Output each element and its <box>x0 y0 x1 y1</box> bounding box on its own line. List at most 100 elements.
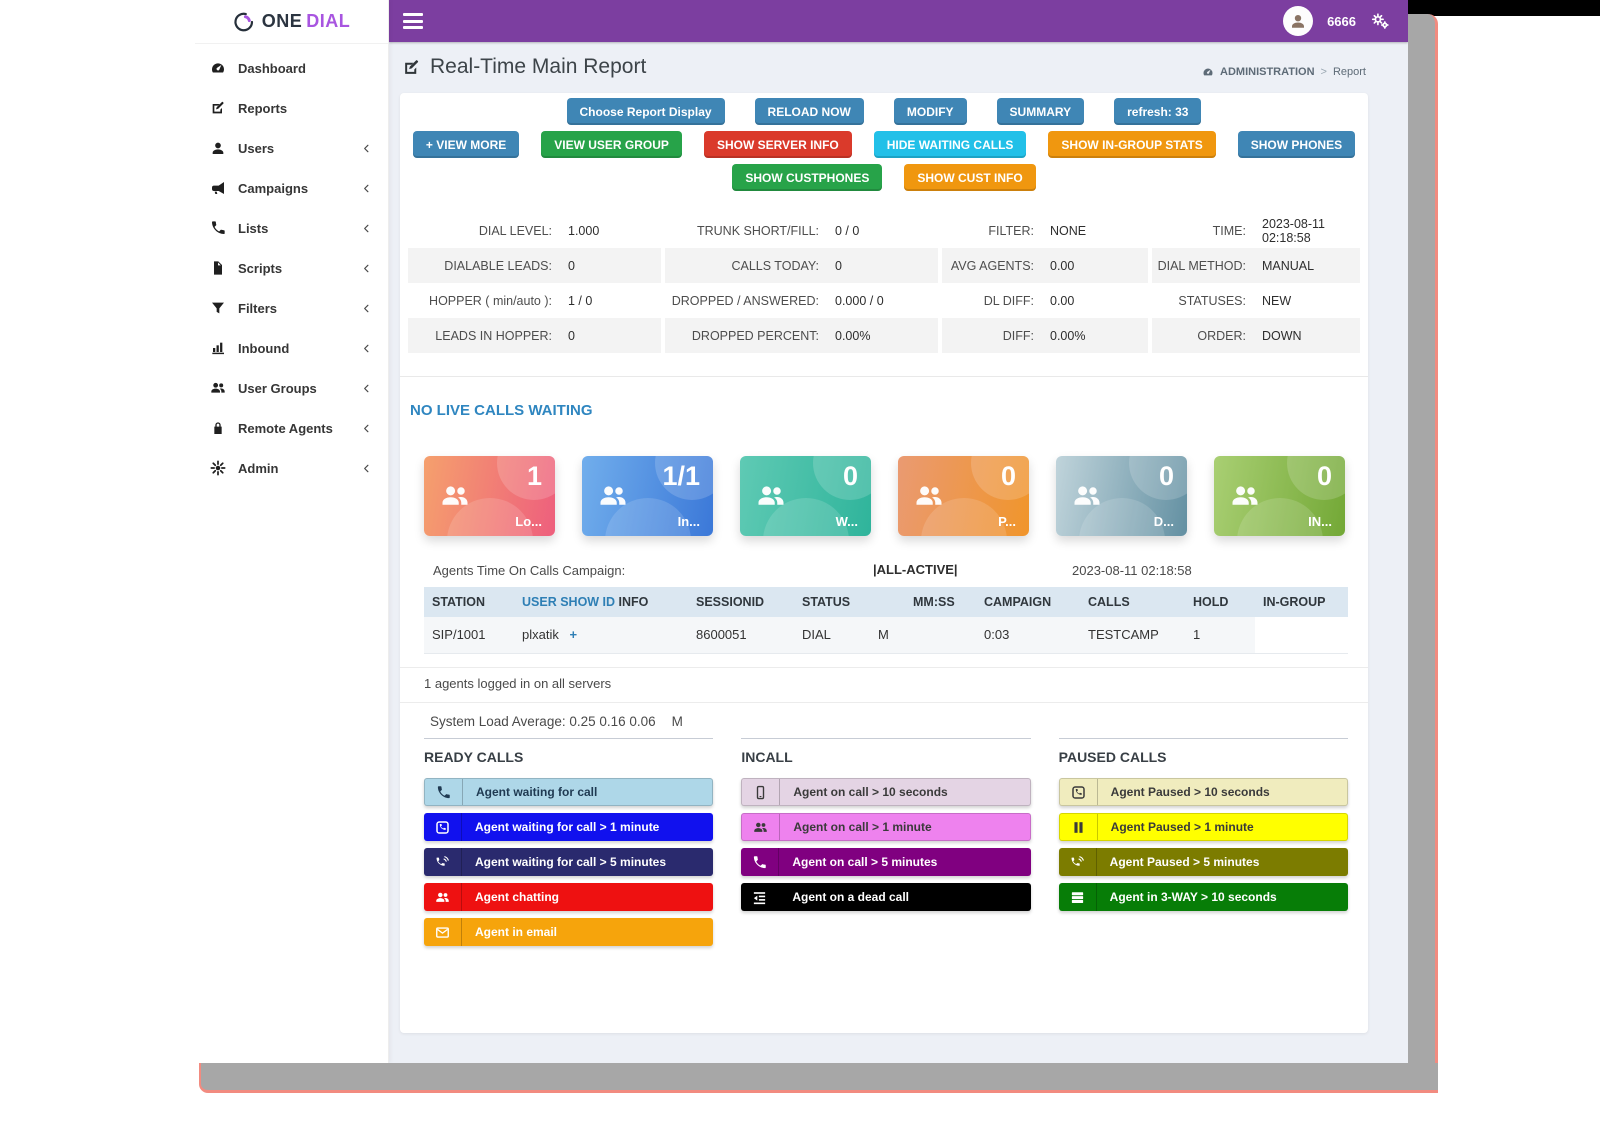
summary-button[interactable]: SUMMARY <box>996 98 1085 125</box>
stat-value: 0.00 <box>1050 293 1075 308</box>
settings-cogs-icon[interactable] <box>1370 11 1390 31</box>
modify-button[interactable]: MODIFY <box>893 98 967 125</box>
stats-row: DIALABLE LEADS: 0 CALLS TODAY: 0 AVG AGE… <box>408 248 1360 283</box>
show-phones-button[interactable]: SHOW PHONES <box>1237 131 1356 158</box>
sidebar-item-user-groups[interactable]: User Groups <box>195 368 388 408</box>
phone-square-icon <box>424 813 462 841</box>
agent-hold: 1 <box>1185 617 1255 654</box>
sidebar-item-users[interactable]: Users <box>195 128 388 168</box>
sidebar-item-label: Campaigns <box>238 180 309 196</box>
card-agents-ingroup: 0 IN... <box>1214 456 1345 536</box>
legend-paused-calls: PAUSED CALLS Agent Paused > 10 seconds A… <box>1058 738 1348 946</box>
user-show-id-link[interactable]: USER SHOW ID <box>522 595 616 609</box>
sidebar-item-dashboard[interactable]: Dashboard <box>195 48 388 88</box>
view-user-group-button[interactable]: VIEW USER GROUP <box>541 131 682 158</box>
agent-station: SIP/1001 <box>424 617 514 654</box>
agent-user-cell: plxatik + <box>514 617 688 654</box>
legend-oncall-1min: Agent on call > 1 minute <box>741 813 1031 841</box>
view-more-button[interactable]: + VIEW MORE <box>412 131 520 158</box>
sidebar: ONE DIAL Dashboard Reports Users <box>195 0 389 1063</box>
stat-value: NONE <box>1050 223 1087 238</box>
breadcrumb-section[interactable]: ADMINISTRATION <box>1220 66 1315 78</box>
user-icon <box>210 140 226 156</box>
topbar-right: 6666 <box>1283 6 1390 36</box>
sidebar-item-lists[interactable]: Lists <box>195 208 388 248</box>
brand-name-one: ONE <box>261 11 303 31</box>
stat-value: MANUAL <box>1262 248 1360 283</box>
sidebar-item-admin[interactable]: Admin <box>195 448 388 488</box>
sidebar-item-remote-agents[interactable]: Remote Agents <box>195 408 388 448</box>
user-avatar[interactable] <box>1283 6 1314 36</box>
sidebar-item-label: Inbound <box>238 340 290 356</box>
sidebar-item-filters[interactable]: Filters <box>195 288 388 328</box>
card-label: Lo... <box>515 514 542 529</box>
stat-value: 0.000 / 0 <box>835 293 884 308</box>
stat-label: CALLS TODAY: <box>661 248 835 283</box>
users-icon <box>210 380 226 396</box>
menu-toggle-button[interactable] <box>403 13 423 29</box>
agent-status: DIAL <box>794 617 870 654</box>
breadcrumb-separator: > <box>1320 66 1327 78</box>
sidebar-item-scripts[interactable]: Scripts <box>195 248 388 288</box>
reload-now-button[interactable]: RELOAD NOW <box>754 98 864 125</box>
toolbar-row-1: Choose Report Display RELOAD NOW MODIFY … <box>400 98 1368 125</box>
legend-agent-chatting: Agent chatting <box>424 883 714 911</box>
stat-value: 0 <box>568 318 663 353</box>
col-sessionid: SESSIONID <box>688 587 794 617</box>
legend-label: Agent in 3-WAY > 10 seconds <box>1109 890 1277 904</box>
agents-group-icon <box>437 481 473 516</box>
card-value: 1/1 <box>662 461 700 491</box>
hide-waiting-calls-button[interactable]: HIDE WAITING CALLS <box>873 131 1027 158</box>
legend-paused-5min: Agent Paused > 5 minutes <box>1058 848 1348 876</box>
card-value: 1 <box>526 461 542 491</box>
col-status: STATUS <box>794 587 870 617</box>
users-icon <box>742 814 781 840</box>
window-frame-bottom <box>199 1063 1438 1093</box>
legend-3way-10sec: Agent in 3-WAY > 10 seconds <box>1058 883 1348 911</box>
agent-expand-link[interactable]: + <box>569 627 578 643</box>
chevron-left-icon <box>361 343 372 354</box>
agent-time: 0:03 <box>976 617 1080 654</box>
sidebar-item-label: Filters <box>238 300 278 316</box>
sidebar-item-reports[interactable]: Reports <box>195 88 388 128</box>
refresh-countdown-button[interactable]: refresh: 33 <box>1114 98 1202 125</box>
stats-row: LEADS IN HOPPER: 0 DROPPED PERCENT: 0.00… <box>408 318 1360 353</box>
sidebar-item-campaigns[interactable]: Campaigns <box>195 168 388 208</box>
sidebar-item-label: Users <box>238 140 275 156</box>
stats-row: DIAL LEVEL: 1.000 TRUNK SHORT/FILL: 0 / … <box>408 213 1360 248</box>
edit-icon <box>402 58 421 77</box>
toolbar-row-3: SHOW CUSTPHONES SHOW CUST INFO <box>400 164 1368 191</box>
file-icon <box>210 260 226 276</box>
sidebar-item-label: Admin <box>238 460 279 476</box>
legend-oncall-5min: Agent on call > 5 minutes <box>741 848 1031 876</box>
stat-label: DL DIFF: <box>938 283 1050 318</box>
show-server-info-button[interactable]: SHOW SERVER INFO <box>703 131 852 158</box>
legend-label: Agent on call > 1 minute <box>793 820 932 834</box>
column-rule <box>741 738 1031 739</box>
brand-logo-icon <box>234 12 253 31</box>
sidebar-item-label: User Groups <box>238 380 317 396</box>
sidebar-item-inbound[interactable]: Inbound <box>195 328 388 368</box>
card-label: W... <box>835 514 858 529</box>
legend-oncall-10sec: Agent on call > 10 seconds <box>741 778 1031 806</box>
stat-label: LEADS IN HOPPER: <box>408 318 568 353</box>
chevron-left-icon <box>361 183 372 194</box>
choose-report-display-button[interactable]: Choose Report Display <box>566 98 725 125</box>
col-mmss-link[interactable]: MM:SS <box>905 587 976 617</box>
card-agents-paused: 0 P... <box>898 456 1029 536</box>
card-label: IN... <box>1308 514 1332 529</box>
stat-label: DROPPED / ANSWERED: <box>661 283 835 318</box>
card-label: D... <box>1153 514 1174 529</box>
show-cust-info-button[interactable]: SHOW CUST INFO <box>904 164 1036 191</box>
show-in-group-stats-button[interactable]: SHOW IN-GROUP STATS <box>1048 131 1216 158</box>
agent-row: SIP/1001 plxatik + 8600051 DIAL M 0:03 T… <box>424 617 1348 654</box>
col-campaign-link[interactable]: CAMPAIGN <box>976 587 1080 617</box>
agent-campaign: TESTCAMP <box>1080 617 1185 654</box>
page-title: Real-Time Main Report <box>402 55 646 79</box>
col-user: USER SHOW ID INFO <box>514 587 688 617</box>
show-custphones-button[interactable]: SHOW CUSTPHONES <box>732 164 883 191</box>
envelope-icon <box>424 918 462 946</box>
brand-logo[interactable]: ONE DIAL <box>195 0 388 44</box>
agents-time-label: Agents Time On Calls Campaign: <box>433 563 626 578</box>
col-calls: CALLS <box>1080 587 1185 617</box>
